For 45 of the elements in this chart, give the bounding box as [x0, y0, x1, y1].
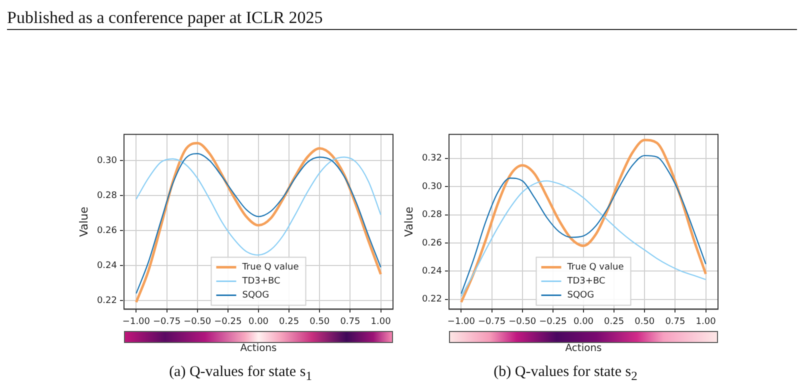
y-tick-label: 0.28 [422, 210, 442, 220]
text: (b) Q-values for state s$_{2}$ [492, 364, 638, 383]
x-tick-label: 0.00 [573, 316, 594, 327]
y-tick-label: 0.24 [422, 266, 442, 276]
y-tick-label: 0.30 [96, 156, 118, 166]
x-tick-label: −0.75 [478, 316, 506, 327]
x-tick-label: 0.50 [634, 316, 655, 327]
y-axis-title: Value [402, 206, 416, 237]
x-tick-label: −1.00 [447, 316, 476, 327]
x-tick-label: −0.25 [214, 316, 242, 327]
text: (a) Q-values for state s$_{1}$ [168, 364, 313, 383]
x-tick-label: 0.00 [248, 316, 269, 327]
x-tick-label: −1.00 [122, 316, 150, 327]
y-axis-title: Value [77, 206, 90, 237]
x-axis-title: Actions [564, 343, 603, 354]
legend-label: SQOG [242, 290, 270, 301]
x-tick-label: 0.75 [340, 316, 360, 327]
x-tick-label: 0.25 [279, 316, 300, 327]
x-tick-label: −0.50 [508, 316, 536, 327]
line-series [460, 138, 708, 304]
x-tick-label: 1.00 [370, 316, 392, 327]
y-tick-label: 0.30 [422, 182, 442, 192]
line-series [136, 156, 382, 256]
x-tick-label: 0.75 [665, 316, 686, 327]
y-tick-label: 0.22 [96, 296, 117, 306]
legend-label: True Q value [566, 262, 624, 273]
x-tick-label: −0.25 [539, 316, 567, 327]
x-tick-label: 0.50 [310, 316, 330, 327]
x-tick-label: 0.25 [604, 316, 624, 327]
legend-label: True Q value [241, 262, 300, 273]
x-tick-label: 1.00 [696, 316, 716, 327]
x-tick-label: −0.75 [153, 316, 181, 327]
y-tick-label: 0.26 [422, 238, 442, 248]
legend-label: TD3+BC [566, 276, 606, 287]
legend-label: SQOG [567, 290, 594, 301]
y-tick-label: 0.24 [96, 260, 118, 271]
text: Published as a conference paper at ICLR 2025 [7, 8, 323, 28]
y-tick-label: 0.28 [96, 190, 118, 201]
line-series [460, 180, 706, 298]
y-tick-label: 0.22 [422, 294, 442, 305]
x-axis-title: Actions [239, 343, 278, 354]
x-tick-label: −0.50 [184, 316, 212, 327]
y-tick-label: 0.32 [422, 154, 442, 164]
y-tick-label: 0.26 [96, 226, 118, 236]
legend-label: TD3+BC [241, 276, 280, 287]
